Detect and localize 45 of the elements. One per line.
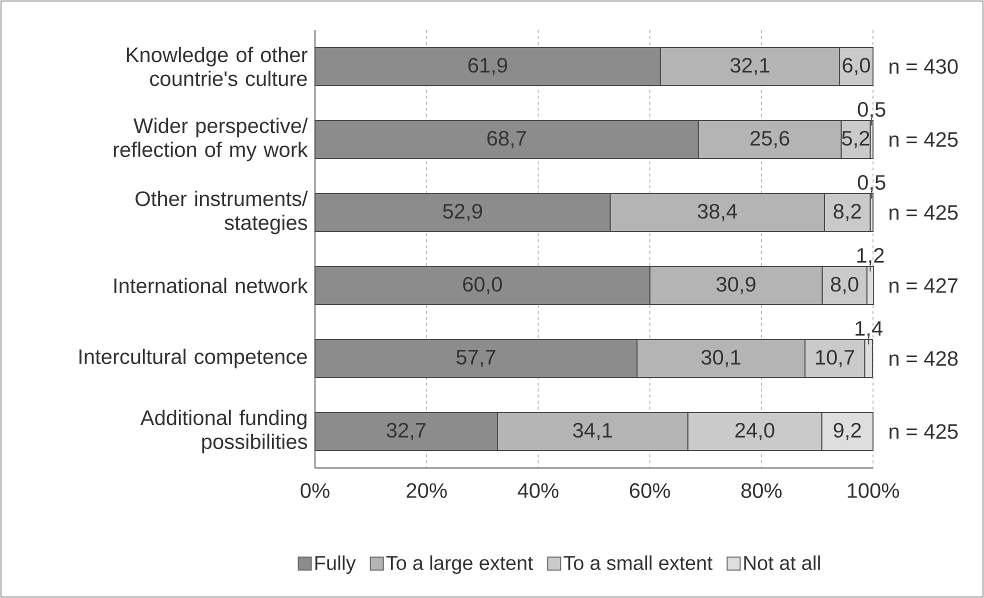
text: n = 425 (890, 205, 958, 220)
data-label: 6,0 (842, 58, 870, 76)
data-label: 1,2 (857, 248, 884, 266)
legend-label: Fully (315, 555, 356, 574)
text: n = 428 (890, 351, 958, 366)
data-label: 1,4 (856, 321, 882, 338)
data-label: 30,9 (716, 276, 756, 294)
data-label: 0,5 (858, 102, 886, 120)
legend-label: To a small extent (564, 555, 712, 570)
x-tick-label: 40% (518, 483, 558, 498)
data-label: 10,7 (816, 350, 854, 368)
x-tick-label: 0% (300, 483, 330, 498)
data-label: 60,0 (463, 276, 502, 294)
data-label: 8,2 (834, 204, 861, 222)
data-label: 34,1 (573, 422, 612, 440)
data-label: 25,6 (750, 130, 790, 148)
text: n = 425 (890, 132, 958, 147)
text: n = 427 (890, 278, 958, 293)
x-tick-label: 20% (406, 483, 447, 498)
y-tick-label: Additional funding possibilities (140, 410, 308, 454)
y-tick-label: International network (114, 278, 308, 294)
data-label: 57,7 (456, 350, 496, 368)
y-tick-label: Knowledge of other countrie's culture (126, 46, 308, 86)
data-label: 68,7 (487, 130, 526, 148)
text: n = 425 (890, 424, 958, 439)
data-label: 9,2 (834, 422, 861, 440)
data-label: 38,4 (698, 204, 738, 222)
x-tick-label: 80% (741, 483, 782, 498)
legend-label: Not at all (744, 555, 820, 570)
x-tick-label: 100% (848, 483, 900, 498)
y-tick-label: Intercultural competence (80, 348, 307, 368)
data-label: 5,2 (842, 130, 870, 148)
data-label: 24,0 (735, 422, 774, 440)
data-label: 32,1 (730, 58, 770, 76)
legend-label: To a large extent (386, 555, 533, 574)
data-label: 30,1 (701, 350, 740, 368)
y-tick-label: Other instruments/ stategies (136, 190, 308, 234)
data-label: 32,7 (386, 422, 426, 440)
x-tick-label: 60% (630, 483, 670, 498)
data-label: 52,9 (443, 204, 482, 222)
data-label: 61,9 (468, 58, 508, 76)
y-tick-label: Wider perspective/ reflection of my work (114, 118, 308, 162)
data-label: 8,0 (830, 276, 858, 294)
text: n = 430 (890, 59, 958, 74)
data-label: 0,5 (858, 175, 886, 192)
